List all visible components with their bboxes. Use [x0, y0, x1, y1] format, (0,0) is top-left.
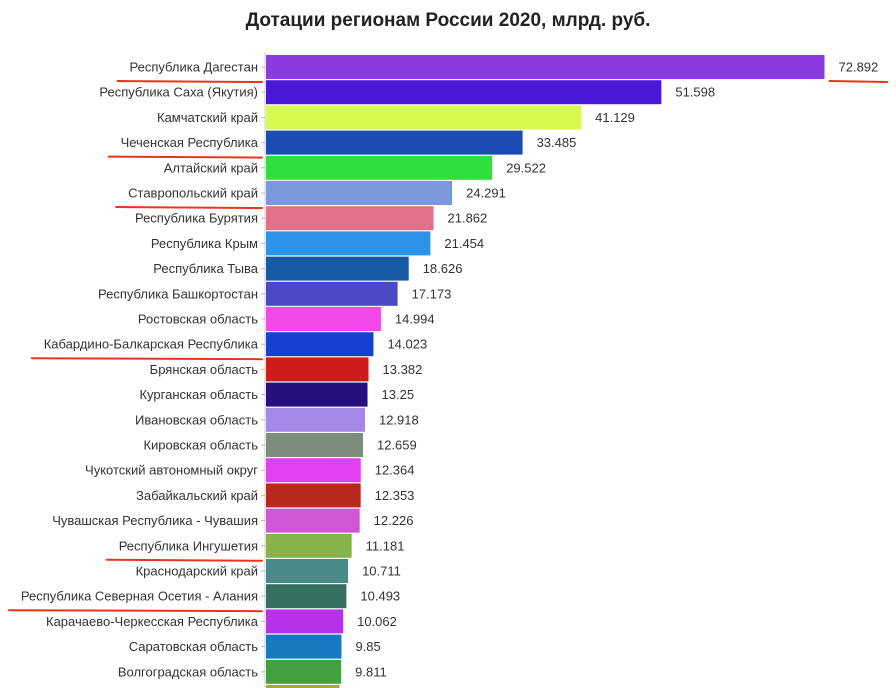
bar [266, 105, 582, 130]
value-label: 10.711 [362, 564, 401, 579]
value-label: 51.598 [675, 85, 715, 100]
category-label: Ростовская область [138, 312, 258, 327]
bar [266, 634, 342, 659]
category-label: Республика Ингушетия [119, 538, 258, 553]
value-label: 13.25 [382, 387, 415, 402]
value-label: 14.023 [387, 337, 427, 352]
value-underline [828, 80, 889, 83]
value-label: 17.173 [412, 286, 452, 301]
bar [266, 281, 398, 306]
bar [266, 130, 523, 155]
category-label: Республика Дагестан [130, 60, 258, 75]
category-label: Брянская область [150, 362, 259, 377]
value-label: 21.862 [448, 211, 488, 226]
category-label: Республика Северная Осетия - Алания [21, 589, 258, 604]
value-label: 9.811 [355, 664, 387, 679]
category-label: Чеченская Республика [121, 135, 259, 150]
bar [266, 155, 493, 180]
value-label: 14.994 [395, 312, 435, 327]
bar [266, 609, 344, 634]
bar [266, 584, 347, 609]
bar [266, 433, 363, 457]
bar [266, 533, 352, 558]
highlight-underline [107, 155, 263, 159]
category-label: Республика Бурятия [135, 211, 258, 226]
category-label: Кировская область [143, 438, 258, 453]
value-label: 13.382 [383, 362, 423, 377]
category-label: Ивановская область [135, 412, 258, 427]
category-label: Республика Саха (Якутия) [99, 85, 258, 100]
category-label: Камчатский край [157, 110, 258, 125]
category-label: Чувашская Республика - Чувашия [52, 513, 258, 528]
bar [266, 181, 453, 205]
bar [266, 206, 434, 231]
value-label: 12.364 [375, 463, 415, 478]
value-label: 18.626 [423, 261, 463, 276]
value-label: 12.226 [374, 513, 414, 528]
category-label: Курганская область [139, 387, 258, 402]
bar [266, 382, 368, 407]
category-label: Республика Тыва [153, 261, 259, 276]
value-label: 24.291 [466, 186, 506, 201]
bar [266, 559, 349, 583]
category-label: Республика Башкортостан [98, 286, 258, 301]
value-label: 11.181 [366, 538, 405, 553]
category-label: Алтайский край [164, 160, 258, 175]
category-label: Волгоградская область [118, 664, 258, 679]
bar [266, 332, 374, 357]
value-label: 29.522 [506, 160, 546, 175]
category-label: Кабардино-Балкарская Республика [44, 337, 259, 352]
value-label: 12.353 [375, 488, 415, 503]
category-label: Забайкальский край [136, 488, 258, 503]
bar [266, 407, 365, 432]
category-label: Краснодарский край [136, 564, 258, 579]
category-label: Саратовская область [129, 639, 258, 654]
chart-title: Дотации регионам России 2020, млрд. руб. [245, 10, 651, 31]
value-label: 9.85 [355, 639, 380, 654]
highlight-underline [7, 609, 263, 613]
value-label: 33.485 [537, 135, 577, 150]
bar-cut-off [266, 685, 340, 688]
category-label: Чукотский автономный округ [85, 463, 258, 478]
value-label: 72.892 [839, 60, 879, 75]
highlight-underline [116, 80, 263, 83]
category-label: Карачаево-Черкесская Республика [46, 614, 259, 629]
category-label: Республика Крым [151, 236, 258, 251]
bar [266, 80, 662, 105]
highlight-underline [115, 206, 263, 209]
highlight-underline [30, 357, 263, 361]
value-label: 41.129 [595, 110, 635, 125]
category-label: Ставропольский край [128, 186, 258, 201]
bar [266, 357, 369, 382]
bar [266, 483, 361, 508]
bar [266, 55, 825, 79]
value-label: 12.659 [377, 438, 417, 453]
bar [266, 307, 381, 331]
value-label: 21.454 [444, 236, 484, 251]
bar [266, 659, 342, 684]
bar [266, 458, 361, 483]
bar [266, 256, 409, 281]
value-label: 10.062 [357, 614, 397, 629]
bar [266, 231, 431, 256]
value-label: 10.493 [360, 589, 400, 604]
value-label: 12.918 [379, 412, 419, 427]
bar [266, 508, 360, 533]
highlight-underline [105, 558, 263, 562]
